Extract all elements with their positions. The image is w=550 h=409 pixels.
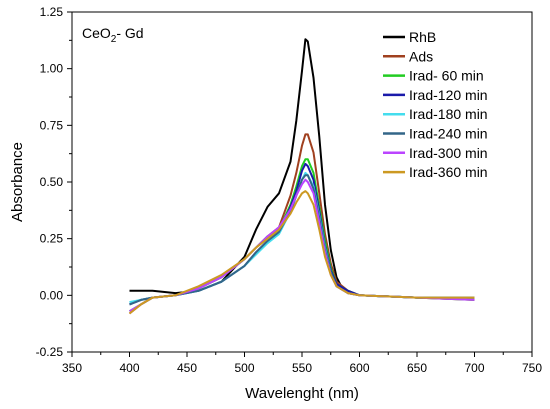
series-line-1 [128,133,475,315]
series-line-6 [128,178,475,313]
x-tick-label: 400 [119,361,139,375]
y-tick-label: 0.50 [40,175,64,189]
y-tick-label: -0.25 [36,345,64,359]
legend-label-5: Irad-240 min [409,126,488,142]
series-line-7 [128,190,475,315]
x-tick-label: 450 [177,361,197,375]
x-tick-label: 600 [349,361,369,375]
x-tick-label: 650 [407,361,427,375]
legend-label-6: Irad-300 min [409,145,488,161]
x-axis-label: Wavelenght (nm) [245,385,359,402]
y-tick-label: 0.00 [40,288,64,302]
y-tick-label: 1.00 [40,62,64,76]
y-tick-label: 0.75 [40,118,64,132]
x-tick-label: 750 [522,361,542,375]
y-tick-label: 0.25 [40,232,64,246]
legend-label-7: Irad-360 min [409,164,488,180]
x-tick-label: 700 [464,361,484,375]
legend-label-1: Ads [409,48,433,64]
x-tick-label: 550 [292,361,312,375]
legend-label-2: Irad- 60 min [409,68,484,84]
legend: RhB Ads Irad- 60 min Irad-120 min Irad-180 m… [383,29,488,180]
legend-label-4: Irad-180 min [409,106,488,122]
y-tick-label: 1.25 [40,5,64,19]
legend-label-0: RhB [409,29,436,45]
y-axis-label: Absorbance [9,142,26,222]
x-tick-label: 500 [234,361,254,375]
legend-label-3: Irad-120 min [409,87,488,103]
chart-title: CeO2- Gd [82,25,144,45]
x-tick-label: 350 [62,361,82,375]
